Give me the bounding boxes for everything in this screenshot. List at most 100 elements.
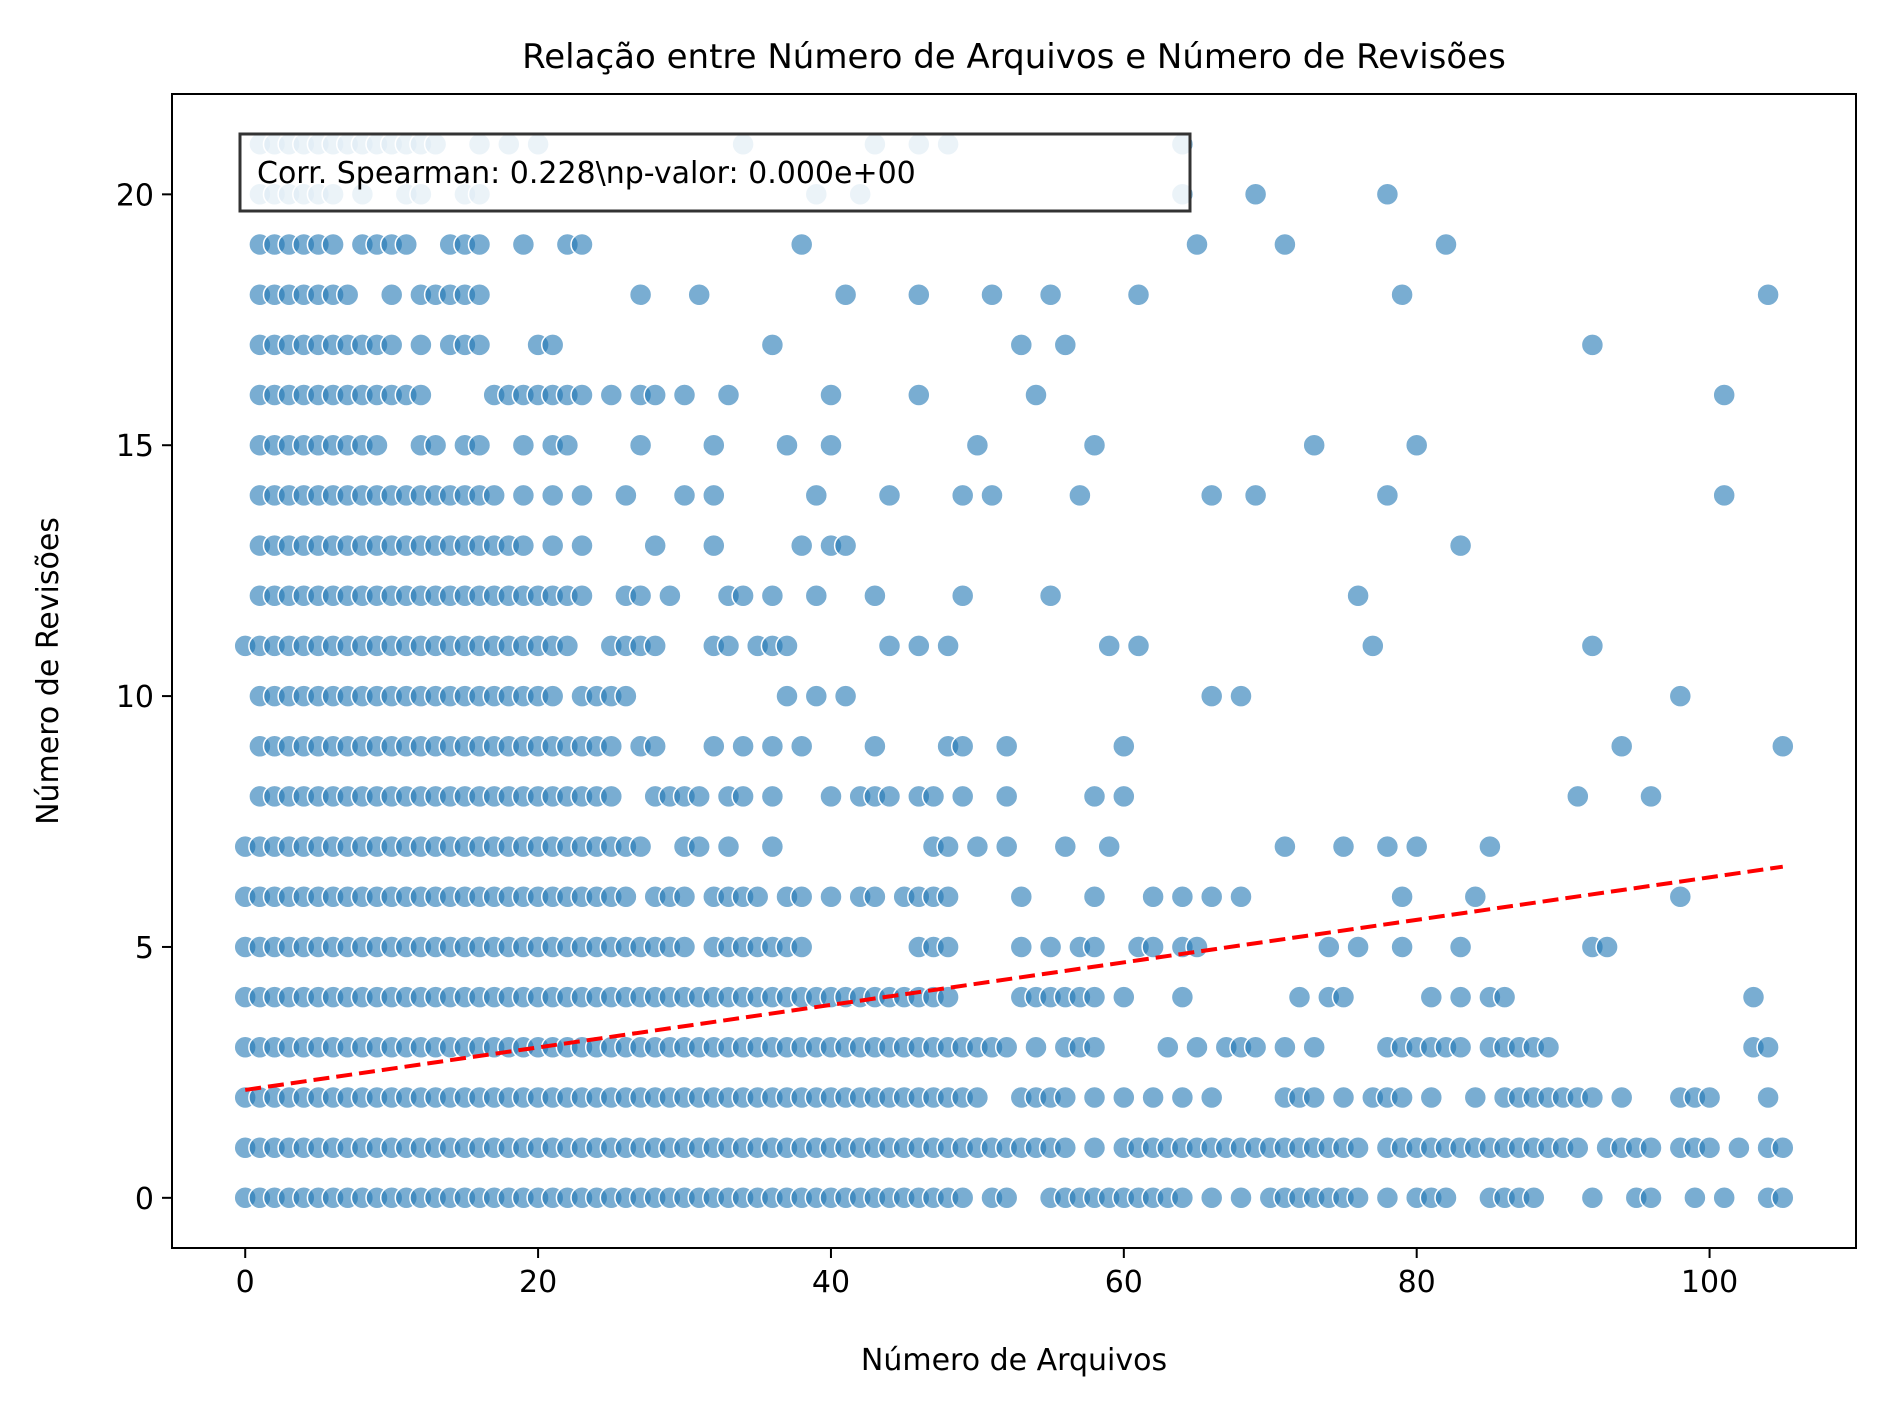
data-point: [819, 885, 843, 909]
data-point: [614, 885, 638, 909]
data-point: [1697, 1135, 1722, 1160]
data-point: [1170, 1085, 1195, 1110]
data-point: [1053, 1135, 1078, 1160]
data-point: [1112, 985, 1136, 1009]
data-point: [1346, 1135, 1370, 1160]
data-point: [1156, 1035, 1180, 1060]
data-point: [672, 483, 697, 508]
data-point: [1536, 1035, 1561, 1060]
data-point: [599, 383, 624, 407]
data-point: [980, 483, 1004, 508]
data-point: [1024, 1035, 1048, 1060]
data-point: [775, 634, 799, 658]
data-point: [1639, 1135, 1663, 1160]
data-point: [1082, 1035, 1107, 1060]
data-point: [467, 333, 492, 357]
data-point: [1097, 634, 1121, 658]
data-point: [1404, 834, 1429, 859]
data-point: [1141, 885, 1165, 909]
data-point: [1082, 885, 1107, 909]
data-point: [1375, 483, 1400, 508]
data-point: [687, 784, 711, 809]
data-point: [555, 433, 580, 457]
data-point: [1229, 885, 1253, 909]
data-point: [1302, 1035, 1326, 1060]
data-point: [863, 583, 887, 608]
data-point: [775, 433, 799, 457]
data-point: [877, 634, 902, 658]
data-point: [819, 433, 843, 457]
data-point: [643, 383, 667, 407]
data-point: [1053, 333, 1078, 357]
data-point: [1448, 1035, 1473, 1060]
data-point: [599, 734, 624, 759]
data-point: [950, 483, 975, 508]
data-point: [1580, 1085, 1605, 1110]
data-point: [643, 533, 667, 558]
data-point: [1097, 834, 1121, 859]
data-point: [570, 583, 594, 608]
data-point: [1331, 834, 1356, 859]
data-point: [1082, 784, 1107, 809]
data-point: [1390, 282, 1414, 307]
data-point: [1463, 885, 1488, 909]
data-point: [511, 433, 536, 457]
data-point: [482, 483, 506, 508]
data-point: [760, 834, 785, 859]
data-point: [1712, 483, 1736, 508]
data-point: [467, 282, 492, 307]
data-point: [1492, 985, 1517, 1009]
chart-title: Relação entre Número de Arquivos e Númer…: [522, 37, 1506, 77]
data-point: [1053, 1085, 1078, 1110]
data-point: [672, 935, 697, 959]
data-point: [614, 684, 638, 708]
data-point: [570, 533, 594, 558]
data-point: [1756, 282, 1780, 307]
data-point: [409, 383, 433, 407]
data-point: [702, 533, 726, 558]
data-point: [1478, 834, 1502, 859]
x-tick-label: 40: [812, 1265, 850, 1300]
data-point: [760, 784, 785, 809]
data-point: [540, 533, 565, 558]
data-point: [1361, 634, 1385, 658]
annotation-box: [238, 132, 1192, 213]
data-point: [1112, 784, 1136, 809]
data-point: [614, 483, 638, 508]
data-point: [409, 333, 433, 357]
x-tick-label: 20: [519, 1265, 557, 1300]
data-point: [994, 784, 1019, 809]
data-point: [1595, 935, 1619, 959]
data-point: [1390, 1085, 1414, 1110]
data-point: [1229, 1186, 1253, 1210]
data-point: [994, 1035, 1019, 1060]
data-point: [1317, 935, 1341, 959]
data-point: [1756, 1035, 1780, 1060]
data-point: [950, 784, 975, 809]
data-point: [950, 1186, 975, 1210]
data-point: [1126, 282, 1151, 307]
data-point: [1668, 885, 1693, 909]
x-tick-label: 0: [236, 1265, 255, 1300]
data-point: [379, 333, 404, 357]
data-point: [1463, 1085, 1488, 1110]
data-point: [1170, 985, 1195, 1009]
data-points: [233, 132, 1795, 1210]
data-point: [1199, 684, 1224, 708]
trend-line: [244, 864, 1784, 1092]
data-point: [643, 634, 667, 658]
data-point: [1068, 483, 1092, 508]
data-point: [687, 282, 711, 307]
data-point: [1199, 885, 1224, 909]
data-point: [994, 834, 1019, 859]
data-point: [1566, 1135, 1590, 1160]
data-point: [1112, 1085, 1136, 1110]
data-point: [1771, 1186, 1795, 1210]
plot-frame: [171, 93, 1857, 1249]
data-point: [1609, 1085, 1634, 1110]
data-point: [335, 282, 360, 307]
data-point: [1375, 1186, 1400, 1210]
data-point: [570, 483, 594, 508]
data-point: [760, 333, 785, 357]
data-point: [1404, 433, 1429, 457]
